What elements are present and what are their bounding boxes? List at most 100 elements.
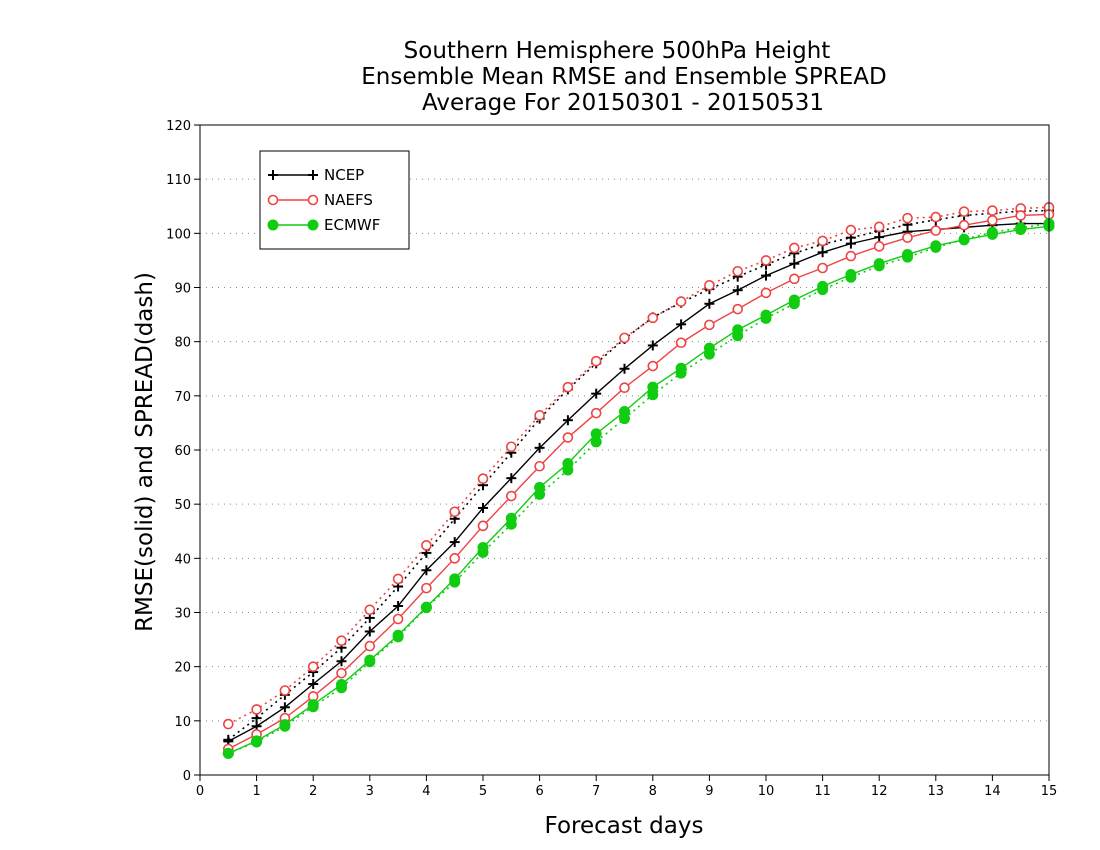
naefs-rmse-point [619,382,630,394]
y-tick-label: 40 [174,552,191,567]
ecmwf-rmse-point [732,324,744,336]
naefs-rmse-point [647,360,659,372]
ecmwf-rmse-point [505,512,517,524]
x-tick-label: 10 [758,784,775,799]
ecmwf-rmse-point [647,381,659,393]
ecmwf-rmse-point [307,699,319,711]
ecmwf-rmse-point [986,228,998,240]
naefs-spread-point [732,265,744,277]
ecmwf-rmse-point [222,747,234,759]
x-tick-label: 4 [422,784,430,799]
naefs-rmse-point [958,219,970,231]
series-ecmwf [222,218,1055,759]
naefs-spread-point [930,211,942,223]
title-line-3: Average For 20150301 - 20150531 [422,90,824,116]
naefs-rmse-point [760,287,772,299]
x-tick-label: 15 [1041,784,1058,799]
naefs-rmse-point [704,319,715,331]
x-tick-label: 1 [252,784,260,799]
naefs-rmse-point [364,640,376,652]
naefs-spread-point [845,224,857,236]
ecmwf-rmse-point [279,719,291,731]
naefs-rmse-point [1015,210,1027,221]
x-tick-label: 11 [814,784,831,799]
naefs-spread-point [788,242,800,254]
plot-series [222,202,1055,759]
y-tick-label: 90 [174,282,191,297]
naefs-spread-point [505,441,517,453]
naefs-rmse-point [590,407,602,419]
y-tick-label: 120 [166,119,191,134]
ncep-rmse-point [845,238,856,249]
naefs-rmse-point [873,241,885,252]
ecmwf-rmse-point [420,601,432,613]
naefs-rmse-point [421,582,432,594]
x-tick-label: 12 [871,784,888,799]
grid-lines [200,178,1049,722]
ncep-rmse-point [761,270,771,281]
y-tick-label: 50 [174,498,191,513]
ecmwf-spread-line [228,222,1050,755]
naefs-spread-point [421,540,432,551]
naefs-spread-point [392,573,404,585]
naefs-rmse-point [987,215,998,226]
ncep-spread-line [227,209,1050,741]
naefs-rmse-point [675,337,687,349]
legend-label-ncep: NCEP [324,166,364,184]
naefs-spread-point [336,635,347,646]
naefs-rmse-point [534,460,545,472]
ecmwf-rmse-point [817,280,829,292]
ecmwf-rmse-point [675,362,687,374]
x-tick-label: 9 [705,784,713,799]
ecmwf-rmse-point [590,428,602,440]
ecmwf-rmse-point [251,735,263,747]
legend-label-naefs: NAEFS [324,191,373,209]
y-tick-label: 60 [174,444,191,459]
naefs-spread-point [675,296,687,307]
naefs-spread-point [279,685,291,696]
x-tick-label: 5 [479,784,487,799]
naefs-spread-point [562,381,574,393]
y-axis-label: RMSE(solid) and SPREAD(dash) [132,272,158,632]
ncep-rmse-point [279,702,290,713]
ncep-rmse-point [534,442,545,453]
ecmwf-rmse-point [788,294,800,306]
ecmwf-rmse-point [619,406,630,418]
y-tick-label: 80 [174,336,191,351]
ecmwf-rmse-point [930,240,942,252]
ncep-rmse-point [704,298,715,309]
ncep-rmse-point [789,258,800,269]
naefs-rmse-point [336,667,347,679]
x-axis-label: Forecast days [545,813,704,839]
naefs-spread-line [227,206,1050,725]
naefs-rmse-point [817,262,828,274]
naefs-spread-point [958,206,970,217]
naefs-spread-point [251,704,262,715]
naefs-rmse-point [392,613,404,625]
legend-marker-naefs [267,194,279,206]
ecmwf-rmse-point [477,542,489,553]
ncep-rmse-point [676,319,687,330]
ncep-rmse-point [449,537,460,548]
naefs-spread-point [619,332,630,344]
y-tick-label: 20 [174,661,191,676]
ecmwf-rmse-point [449,573,461,585]
ncep-rmse-point [817,247,828,258]
naefs-spread-point [760,255,772,266]
ncep-rmse-point [478,502,488,513]
naefs-rmse-point [505,490,517,502]
legend: NCEP NAEFS ECMWF [259,150,410,250]
ecmwf-rmse-point [364,654,376,666]
x-tick-label: 8 [649,784,657,799]
naefs-rmse-line [227,213,1050,750]
ncep-rmse-point [336,656,347,667]
naefs-spread-point [817,235,828,247]
title-line-2: Ensemble Mean RMSE and Ensemble SPREAD [361,64,886,90]
x-tick-label: 0 [196,784,204,799]
ncep-rmse-point [562,415,573,426]
legend-marker-ncep [268,170,278,180]
ncep-rmse-point [591,388,602,399]
naefs-spread-point [987,205,998,216]
y-tick-label: 10 [174,715,191,730]
ecmwf-rmse-point [958,234,970,246]
